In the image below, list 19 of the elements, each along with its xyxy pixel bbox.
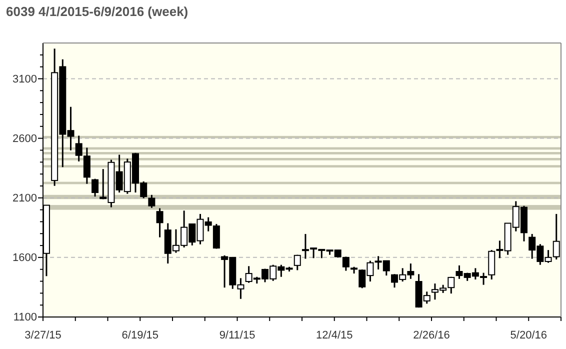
candlestick bbox=[92, 178, 99, 198]
candlestick bbox=[552, 213, 560, 260]
x-tick-label: 6/19/15 bbox=[122, 329, 158, 342]
y-tick-label: 2600 bbox=[12, 132, 37, 145]
y-tick-label: 1600 bbox=[12, 252, 37, 264]
candlestick bbox=[148, 194, 156, 209]
candlestick bbox=[488, 249, 496, 280]
candlestick bbox=[342, 256, 350, 272]
chart-title: 6039 4/1/2015-6/9/2016 (week) bbox=[6, 4, 188, 19]
y-tick-label: 3100 bbox=[12, 73, 37, 86]
x-tick-label: 3/27/15 bbox=[24, 329, 62, 342]
x-tick-label: 2/26/16 bbox=[413, 329, 450, 342]
candlestick bbox=[156, 207, 164, 238]
x-tick-label: 12/4/15 bbox=[316, 329, 353, 342]
x-tick-label: 9/11/15 bbox=[219, 329, 256, 342]
y-tick-label: 2100 bbox=[12, 192, 37, 204]
candlestick bbox=[294, 254, 301, 271]
x-tick-label: 5/20/16 bbox=[510, 329, 547, 342]
y-tick-label: 1100 bbox=[13, 312, 37, 324]
